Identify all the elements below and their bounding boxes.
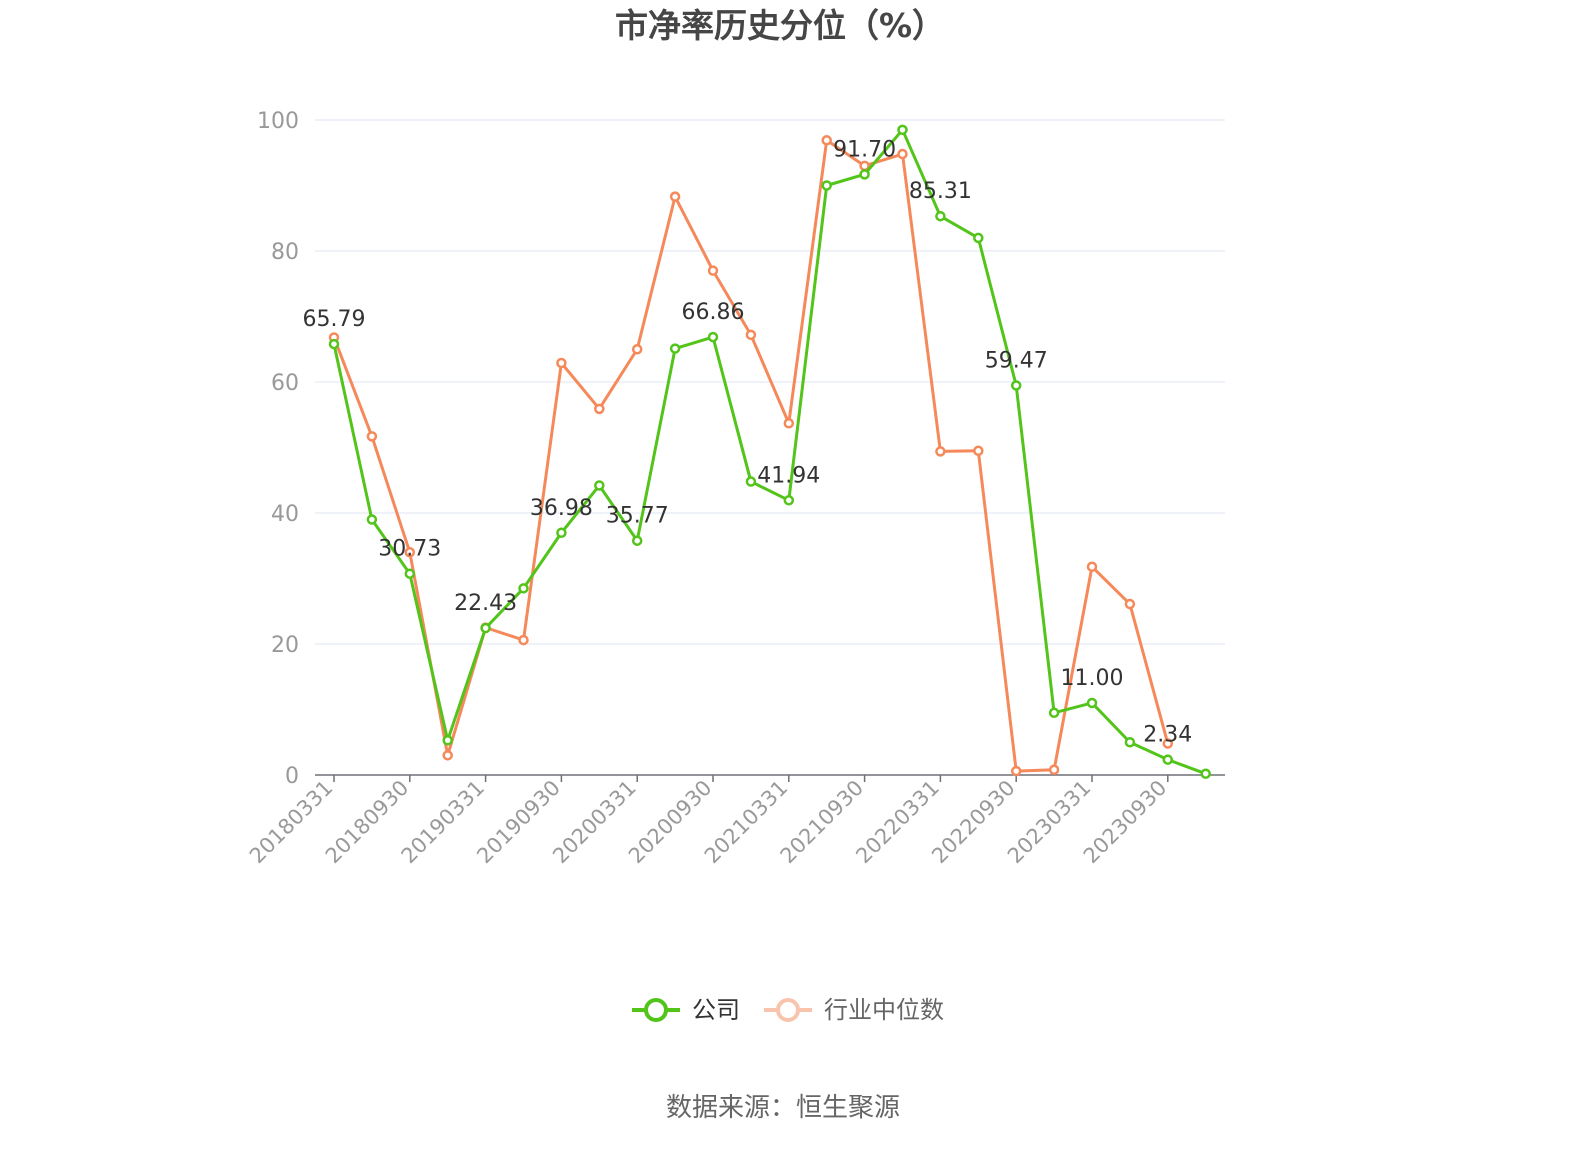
legend-industry-swatch-icon [764, 998, 812, 1022]
company-series-point [1124, 737, 1136, 748]
y-tick-label: 20 [271, 633, 299, 658]
industry-series-point [404, 547, 416, 558]
data-source: 数据来源：恒生聚源 [665, 1093, 900, 1123]
industry-series-point [821, 135, 832, 146]
industry-series-point [1162, 738, 1174, 749]
chart-title: 市净率历史分位（%） [614, 6, 946, 45]
legend-industry-label: 行业中位数 [824, 996, 944, 1024]
company-data-label: 36.98 [530, 496, 593, 521]
company-series-point [707, 331, 719, 343]
industry-series-point [973, 445, 984, 457]
company-series-point [631, 535, 643, 546]
industry-series-point [631, 344, 643, 355]
legend-company-label: 公司 [692, 996, 740, 1024]
company-series-point [442, 735, 453, 746]
company-series-point [935, 210, 946, 222]
y-tick-label: 0 [285, 764, 299, 789]
company-series-point [1162, 754, 1174, 765]
legend-item-industry[interactable]: 行业中位数 [762, 990, 944, 1030]
legend: 公司 行业中位数 [0, 990, 1574, 1030]
industry-series-point [745, 329, 757, 341]
industry-series-point [1086, 561, 1098, 572]
company-series-point [783, 495, 795, 506]
company-data-label: 11.00 [1061, 666, 1124, 691]
line-chart: 0204060801002018033120180930201903312019… [245, 109, 1225, 868]
data-labels: 65.79 30.73 22.43 36.98 35.77 66.86 41.94 91.70… [303, 137, 1193, 747]
industry-series-point [442, 750, 453, 761]
industry-series-point [1124, 598, 1136, 610]
y-tick-label: 40 [271, 502, 299, 527]
company-series-point [821, 180, 832, 191]
y-tick-label: 100 [257, 109, 299, 134]
company-series-point [1048, 707, 1060, 719]
industry-series-point [707, 265, 719, 276]
company-series-point [556, 527, 567, 539]
industry-series-line [332, 138, 1170, 773]
axes: 0204060801002018033120180930201903312019… [245, 109, 1225, 868]
company-series-point [328, 338, 340, 350]
company-series-point [404, 568, 416, 579]
company-data-label: 22.43 [454, 591, 517, 616]
industry-series-point [783, 418, 795, 429]
company-series-point [859, 169, 870, 180]
company-data-label: 59.47 [985, 348, 1048, 373]
company-data-label: 2.34 [1143, 723, 1192, 748]
industry-series-point [1010, 765, 1022, 777]
series-lines [328, 124, 1211, 779]
industry-series-point [669, 191, 681, 202]
legend-item-company[interactable]: 公司 [630, 990, 740, 1030]
company-series-point [1010, 380, 1022, 391]
company-data-label: 41.94 [757, 463, 820, 488]
y-tick-label: 80 [271, 240, 299, 265]
company-series-point [897, 124, 908, 136]
company-series-point [594, 480, 605, 491]
industry-series-point [556, 357, 567, 369]
industry-series-point [594, 403, 605, 415]
company-series-line [332, 128, 1207, 776]
company-series-point [669, 343, 681, 354]
company-data-label: 85.31 [909, 179, 972, 204]
company-data-label: 30.73 [378, 537, 441, 562]
company-series-point [973, 232, 984, 244]
company-series-point [745, 476, 757, 487]
industry-series-point [859, 160, 870, 172]
legend-company-swatch-icon [632, 998, 680, 1022]
company-data-label: 35.77 [606, 504, 669, 529]
industry-series-point [366, 431, 378, 442]
company-series-point [1200, 768, 1211, 779]
industry-series-point [1048, 764, 1060, 776]
industry-series-point [897, 148, 908, 160]
company-data-label: 91.70 [833, 137, 896, 162]
industry-series-point [935, 446, 946, 457]
company-series-point [1086, 697, 1098, 709]
company-series-point [480, 622, 491, 634]
y-tick-label: 60 [271, 371, 299, 396]
x-tick-label: 20230930 [1079, 776, 1172, 869]
company-data-label: 66.86 [682, 300, 745, 325]
company-data-label: 65.79 [303, 307, 366, 332]
company-series-point [366, 514, 378, 525]
industry-series-point [518, 634, 529, 646]
company-series-point [518, 583, 529, 594]
